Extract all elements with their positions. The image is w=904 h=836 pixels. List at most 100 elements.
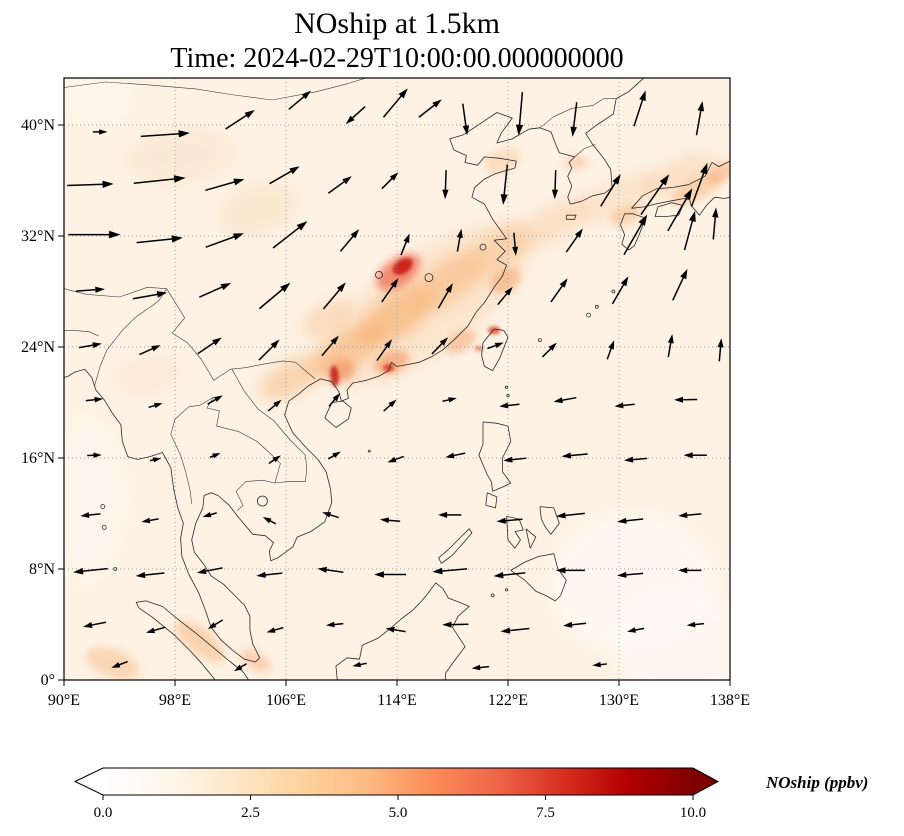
wind-arrow	[627, 627, 645, 633]
wind-arrow	[327, 176, 352, 194]
wind-arrow	[551, 170, 559, 200]
hotspot-blob	[126, 127, 238, 184]
wind-arrow	[695, 100, 705, 136]
wind-arrow	[145, 626, 166, 634]
wind-arrow	[496, 517, 523, 524]
small-island	[506, 393, 510, 398]
wind-arrow	[256, 571, 283, 578]
wind-arrow	[327, 451, 341, 460]
wind-arrow	[438, 511, 462, 518]
hotspot-blob	[612, 589, 730, 680]
x-tick-label: 122°E	[488, 692, 528, 709]
wind-arrow	[148, 402, 163, 409]
wind-arrow	[381, 278, 399, 303]
y-tick-label: 24°N	[21, 339, 55, 356]
wind-arrow	[624, 456, 648, 463]
x-tick-label: 106°E	[266, 692, 306, 709]
map-content	[64, 78, 730, 680]
coastline-path	[64, 78, 645, 663]
border-path	[64, 286, 167, 298]
wind-arrow	[149, 457, 162, 463]
hotspot-blob	[383, 363, 395, 372]
wind-arrow	[325, 621, 344, 628]
hotspot-blob	[639, 153, 716, 199]
hotspot-blob	[174, 619, 226, 663]
hotspot-blob	[64, 416, 127, 583]
coastline-path	[324, 400, 352, 428]
hotspot-blob	[707, 160, 730, 184]
hotspot-blob	[240, 649, 271, 672]
wind-arrow	[209, 453, 221, 459]
wind-arrow	[269, 166, 300, 185]
wind-arrow	[563, 621, 587, 628]
y-tick-label: 40°N	[21, 117, 55, 134]
wind-arrow	[268, 455, 281, 465]
wind-arrow	[672, 268, 688, 301]
wind-arrow	[686, 621, 705, 628]
wind-arrow	[383, 399, 397, 412]
wind-arrow	[288, 90, 312, 110]
wind-arrow	[512, 232, 519, 256]
hotspot-blob	[330, 365, 339, 387]
wind-arrow	[197, 337, 222, 355]
colorbar-tick-label: 2.5	[241, 805, 260, 821]
wind-arrow	[328, 393, 341, 407]
coastline-path	[539, 506, 560, 535]
wind-arrow	[272, 221, 308, 249]
colorbar: 0.0 2.5 5.0 7.5 10.0	[73, 767, 720, 821]
wind-arrow	[322, 512, 339, 519]
y-tick-label: 8°N	[29, 561, 55, 578]
wind-arrow	[262, 516, 277, 525]
wind-arrow	[431, 337, 449, 355]
small-island	[490, 593, 495, 598]
wind-arrow	[437, 283, 453, 309]
wind-arrow	[442, 397, 457, 403]
hotspot-blob	[489, 267, 521, 294]
hotspot-blob	[610, 203, 642, 227]
wind-arrow	[132, 291, 168, 300]
wind-arrow	[500, 164, 509, 205]
hotspot-blob	[392, 257, 413, 276]
hotspot-blob	[260, 354, 326, 401]
wind-arrow	[78, 342, 102, 349]
wind-arrow	[136, 235, 183, 244]
wind-arrow	[640, 174, 670, 215]
wind-arrow	[570, 102, 578, 137]
wind-arrow	[87, 452, 102, 458]
wind-arrow	[80, 512, 101, 518]
border-path	[574, 144, 596, 158]
border-path	[166, 288, 316, 381]
wind-arrow	[198, 283, 232, 298]
coastline-path	[565, 214, 577, 220]
wind-arrow	[267, 399, 282, 412]
coastline-path	[478, 421, 512, 492]
wind-arrow	[600, 174, 621, 207]
small-island	[504, 385, 509, 389]
wind-arrow	[690, 162, 708, 207]
hotspot-blob	[564, 155, 588, 170]
y-tick-label: 32°N	[21, 228, 55, 245]
border-path	[64, 78, 367, 101]
x-tick-label: 138°E	[710, 692, 750, 709]
border-path	[94, 288, 167, 386]
wind-arrow	[418, 99, 442, 118]
wind-arrow	[503, 456, 527, 463]
small-island	[100, 504, 106, 510]
wind-arrow	[385, 626, 406, 633]
wind-arrow	[140, 130, 190, 138]
wind-arrow	[207, 619, 224, 629]
hotspot-blob	[487, 326, 501, 335]
coastline-path	[135, 600, 249, 680]
wind-arrow	[380, 517, 401, 524]
wind-arrow	[205, 178, 245, 192]
small-island	[586, 312, 591, 318]
wind-arrow	[674, 396, 698, 403]
wind-arrow	[614, 402, 635, 409]
wind-arrow	[376, 339, 393, 361]
colorbar-tick-label: 10.0	[680, 805, 706, 821]
wind-arrow	[382, 88, 408, 118]
wind-arrow	[225, 110, 255, 130]
wind-arrow	[135, 571, 165, 579]
